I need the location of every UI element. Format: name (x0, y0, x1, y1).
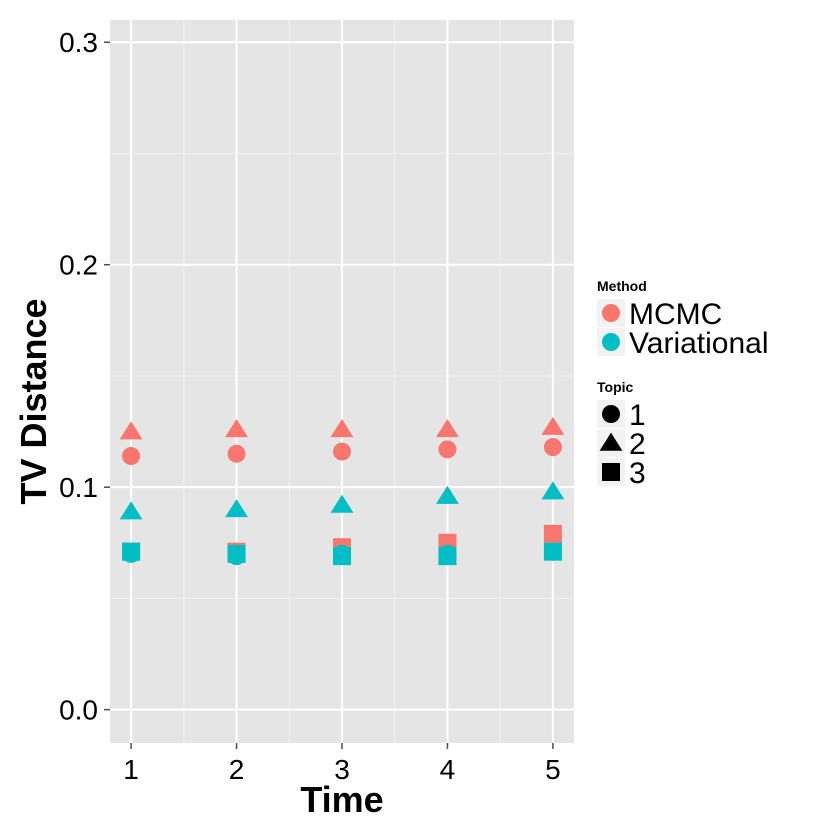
x-tick-label: 2 (229, 754, 245, 785)
legend-key-variational (602, 333, 620, 351)
point-variational-topic3-t3 (333, 547, 351, 566)
point-mcmc-topic1-t2 (227, 444, 246, 463)
point-mcmc-topic2-t4 (436, 418, 459, 438)
y-tick-label: 0.3 (59, 27, 98, 58)
legend-key-topic-1 (602, 405, 620, 423)
legend-key-topic-3 (602, 463, 620, 481)
legend-method-title: Method (597, 278, 647, 294)
x-axis: 1 2 3 4 5 (123, 743, 561, 785)
point-variational-topic2-t3 (330, 494, 354, 513)
x-tick-label: 4 (440, 754, 456, 785)
legend-label-variational: Variational (629, 327, 769, 360)
point-mcmc-topic1-t1 (122, 447, 141, 466)
point-variational-topic2-t1 (119, 501, 143, 520)
point-variational-topic2-t5 (541, 481, 565, 500)
point-variational-topic3-t2 (227, 544, 246, 563)
point-variational-topic2-t2 (225, 499, 248, 518)
legend-label-topic-2: 2 (629, 428, 646, 461)
x-axis-title: Time (300, 779, 383, 820)
y-tick-label: 0.0 (59, 695, 98, 726)
point-variational-topic2-t4 (436, 485, 459, 504)
point-mcmc-topic1-t3 (333, 442, 351, 461)
legend-key-topic-2 (599, 432, 623, 451)
point-mcmc-topic2-t1 (119, 421, 143, 440)
y-tick-label: 0.2 (59, 250, 98, 281)
y-tick-label: 0.1 (59, 472, 98, 503)
legend-label-mcmc: MCMC (629, 298, 722, 331)
point-variational-topic3-t5 (543, 542, 562, 561)
legend-label-topic-3: 3 (629, 457, 646, 490)
x-tick-label: 3 (334, 754, 350, 785)
point-mcmc-topic2-t2 (225, 418, 248, 438)
point-variational-topic3-t4 (438, 547, 457, 566)
major-gridlines (110, 20, 574, 743)
data-points (119, 416, 565, 566)
y-axis-title: TV Distance (13, 298, 54, 504)
y-axis: 0.0 0.1 0.2 0.3 (59, 27, 110, 726)
point-mcmc-topic1-t5 (543, 438, 562, 457)
legend-label-topic-1: 1 (629, 399, 646, 432)
legend-topic-title: Topic (597, 379, 634, 395)
point-mcmc-topic2-t3 (330, 418, 354, 438)
point-mcmc-topic3-t5 (543, 524, 562, 543)
point-mcmc-topic1-t4 (438, 440, 457, 459)
point-variational-topic3-t1 (122, 542, 141, 561)
x-tick-label: 5 (545, 754, 561, 785)
legend-key-mcmc (602, 304, 620, 322)
x-tick-label: 1 (123, 754, 139, 785)
point-mcmc-topic2-t5 (541, 416, 565, 435)
